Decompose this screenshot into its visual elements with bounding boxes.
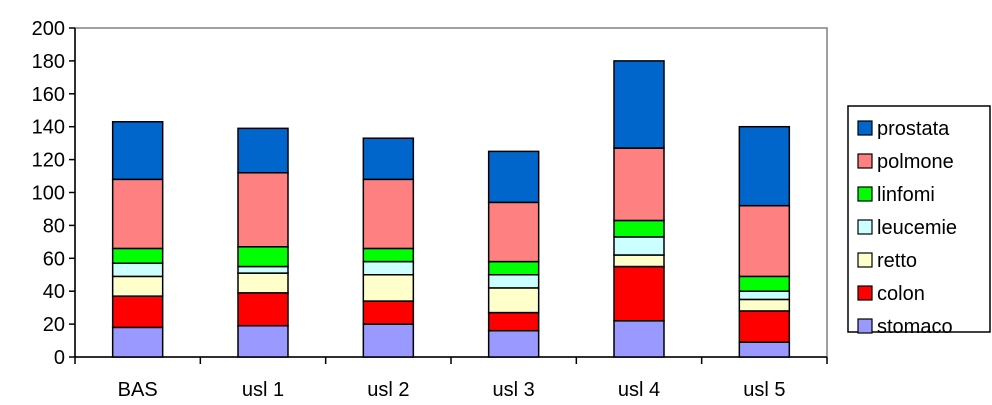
y-axis: 0 20 40 60 80 100 120 140 160 180 200	[32, 18, 76, 369]
legend-label-retto: retto	[877, 250, 917, 272]
bar-segment-leucemie	[237, 265, 289, 274]
x-tick-label: usl 3	[493, 379, 535, 401]
bar-segment-leucemie	[362, 260, 415, 276]
bar-segment-leucemie	[738, 290, 791, 301]
x-tick-label: usl 5	[743, 379, 785, 401]
bar-segment-linfomi	[613, 219, 665, 238]
bar-segment-retto	[237, 272, 289, 294]
y-tick-label: 0	[54, 347, 65, 369]
bar-segment-linfomi	[362, 247, 415, 263]
plot-frame	[74, 27, 828, 358]
legend-label-prostata: prostata	[877, 118, 950, 140]
y-tick-label: 200	[32, 18, 65, 40]
x-axis: BAS usl 1 usl 2 usl 3 usl 4 usl 5	[74, 356, 828, 401]
bar-segment-colon	[111, 295, 164, 329]
legend-label-linfomi: linfomi	[877, 184, 935, 206]
y-tick-label: 20	[43, 314, 65, 336]
y-tick-label: 140	[32, 117, 65, 139]
bar-segment-leucemie	[487, 274, 540, 289]
bar-segment-colon	[738, 310, 791, 343]
bar-segment-polmone	[111, 178, 164, 250]
bar-segment-retto	[613, 254, 665, 268]
bar-segment-linfomi	[738, 275, 791, 292]
bar-segment-prostata	[738, 125, 791, 207]
bar-segment-colon	[487, 311, 540, 332]
bar-stacks	[111, 60, 791, 358]
y-tick-label: 60	[43, 248, 65, 270]
legend-swatch-colon	[857, 285, 873, 301]
x-tick-label: usl 2	[367, 379, 409, 401]
bar-segment-retto	[111, 275, 164, 297]
y-tick-label: 80	[43, 215, 65, 237]
bar-segment-polmone	[613, 147, 665, 222]
y-tick-label: 120	[32, 150, 65, 172]
bar-segment-prostata	[111, 121, 164, 181]
bar-segment-colon	[362, 300, 415, 325]
plot-area	[74, 27, 828, 358]
legend-swatch-prostata	[857, 120, 873, 136]
x-tick-label: usl 4	[618, 379, 660, 401]
bar-segment-stomaco	[111, 326, 164, 358]
legend-label-colon: colon	[877, 283, 925, 305]
bar-segment-colon	[613, 265, 665, 322]
bar-segment-prostata	[362, 137, 415, 181]
x-tick-label: BAS	[118, 379, 158, 401]
legend-swatch-stomaco	[857, 318, 873, 334]
bar-segment-polmone	[738, 204, 791, 278]
bar-segment-linfomi	[487, 260, 540, 276]
legend-label-polmone: polmone	[877, 151, 954, 173]
y-tick-label: 180	[32, 51, 65, 73]
bar-segment-polmone	[237, 172, 289, 248]
bar-segment-retto	[362, 274, 415, 302]
bar-segment-leucemie	[613, 236, 665, 256]
bar-segment-retto	[738, 298, 791, 312]
legend-swatch-linfomi	[857, 186, 873, 202]
bar-segment-prostata	[237, 127, 289, 174]
bar-segment-stomaco	[362, 323, 415, 358]
y-tick-label: 40	[43, 281, 65, 303]
bar-segment-colon	[237, 292, 289, 327]
legend: prostata polmone linfomi leucemie retto colon…	[847, 105, 991, 338]
bar-segment-polmone	[362, 178, 415, 250]
legend-swatch-retto	[857, 252, 873, 268]
bar-segment-leucemie	[111, 262, 164, 278]
bar-segment-prostata	[487, 150, 540, 204]
y-tick-label: 160	[32, 84, 65, 106]
x-tick-label: usl 1	[242, 379, 284, 401]
legend-swatch-leucemie	[857, 219, 873, 235]
bar-segment-stomaco	[613, 320, 665, 358]
legend-label-stomaco: stomaco	[877, 316, 953, 338]
bar-segment-retto	[487, 287, 540, 314]
y-tick-label: 100	[32, 183, 65, 205]
bar-segment-linfomi	[111, 247, 164, 264]
bar-segment-prostata	[613, 60, 665, 149]
bar-segment-polmone	[487, 201, 540, 263]
legend-label-leucemie: leucemie	[877, 217, 957, 239]
bar-segment-linfomi	[237, 246, 289, 268]
bar-segment-stomaco	[487, 329, 540, 358]
bar-segment-stomaco	[738, 341, 791, 358]
bar-segment-stomaco	[237, 324, 289, 358]
legend-swatch-polmone	[857, 153, 873, 169]
